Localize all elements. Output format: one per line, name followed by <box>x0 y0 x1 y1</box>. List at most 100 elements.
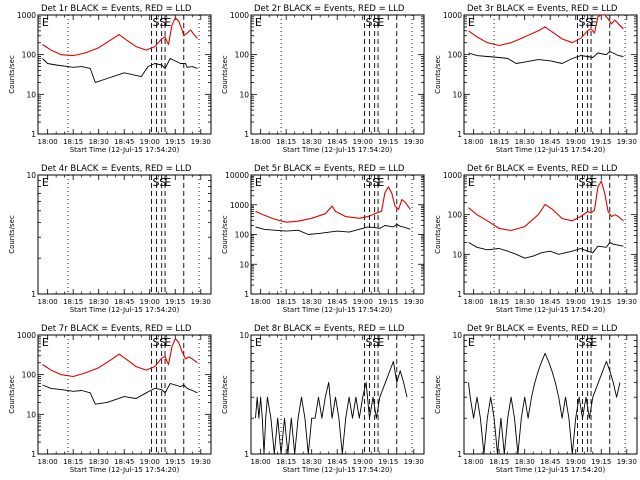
plot-frame <box>37 14 212 135</box>
y-axis-label: Counts/sec <box>221 375 229 414</box>
y-tick-label: 10 <box>239 90 249 99</box>
y-tick-label: 10 <box>239 331 249 340</box>
y-tick-label: 1 <box>244 130 249 139</box>
event-marker-label: S <box>159 336 166 349</box>
y-axis-label: Counts/sec <box>8 375 16 414</box>
x-tick-label: 18:15 <box>489 458 509 466</box>
y-tick-label: 1 <box>31 290 36 299</box>
y-tick-label: 10 <box>239 260 249 269</box>
x-tick-label: 18:30 <box>89 458 109 466</box>
event-marker-label: E <box>255 336 262 349</box>
y-tick-label: 1 <box>457 130 462 139</box>
event-marker-label: E <box>255 176 262 189</box>
event-marker-label: E <box>468 176 475 189</box>
y-tick-label: 1 <box>31 450 36 459</box>
event-marker-label: S <box>372 16 379 29</box>
event-marker-label: S <box>152 16 159 29</box>
x-tick-label: 19:00 <box>566 138 586 146</box>
chart-panel-2: Det 2r BLACK = Events, RED = LLD 1 10 100 10… <box>221 4 425 154</box>
events-rate-line <box>42 58 198 83</box>
y-tick-label: 10 <box>452 90 462 99</box>
x-tick-label: 18:15 <box>63 138 83 146</box>
event-marker-label: S <box>159 16 166 29</box>
event-marker-label: E <box>42 16 49 29</box>
chart-title: Det 1r BLACK = Events, RED = LLD <box>41 4 192 14</box>
x-tick-label: 18:15 <box>63 298 83 306</box>
x-tick-label: 19:00 <box>140 138 160 146</box>
events-rate-line <box>255 360 408 454</box>
y-axis-label: Counts/sec <box>221 215 229 254</box>
x-tick-label: 18:15 <box>63 458 83 466</box>
x-tick-label: 19:00 <box>353 298 373 306</box>
y-tick-label: 100 <box>22 51 37 60</box>
x-tick-label: 18:30 <box>515 138 535 146</box>
x-tick-label: 19:15 <box>165 458 185 466</box>
x-tick-label: 19:00 <box>566 298 586 306</box>
y-axis-label: Counts/sec <box>221 55 229 94</box>
events-rate-line <box>468 51 624 64</box>
y-tick-label: 10 <box>452 250 462 259</box>
x-tick-label: 18:45 <box>327 138 347 146</box>
event-marker-label: S <box>372 176 379 189</box>
event-marker-label: E <box>468 16 475 29</box>
plot-frame <box>250 174 425 295</box>
x-axis-label: Start Time (12-Jul-15 17:54:20) <box>70 466 180 474</box>
y-tick-label: 100 <box>235 51 250 60</box>
x-tick-label: 19:30 <box>191 458 211 466</box>
plot-frame <box>463 174 638 295</box>
event-marker-label: E <box>590 336 597 349</box>
plot-frame <box>37 334 212 455</box>
x-tick-label: 18:30 <box>515 298 535 306</box>
x-tick-label: 19:30 <box>617 458 637 466</box>
chart-panel-9: Det 9r BLACK = Events, RED = LLD 1 10 Count… <box>434 324 638 474</box>
y-axis-label: Counts/sec <box>8 215 16 254</box>
x-tick-label: 19:30 <box>617 298 637 306</box>
y-tick-label: 1000 <box>443 171 462 180</box>
event-marker-label: S <box>578 336 585 349</box>
chart-title: Det 5r BLACK = Events, RED = LLD <box>254 164 405 174</box>
y-tick-label: 1000 <box>230 11 249 20</box>
event-marker-label: S <box>585 176 592 189</box>
event-marker-label: S <box>578 16 585 29</box>
lld-rate-line <box>42 338 198 378</box>
x-tick-label: 19:30 <box>404 458 424 466</box>
x-tick-label: 18:45 <box>327 298 347 306</box>
x-axis-label: Start Time (12-Jul-15 17:54:20) <box>496 306 606 314</box>
events-rate-line <box>468 241 624 259</box>
y-tick-label: 10 <box>452 331 462 340</box>
y-axis-label: Counts/sec <box>434 55 442 94</box>
x-tick-label: 18:15 <box>276 138 296 146</box>
x-tick-label: 19:15 <box>591 138 611 146</box>
plot-frame <box>37 174 212 295</box>
lld-rate-line <box>468 180 624 232</box>
lld-rate-line <box>468 15 624 47</box>
x-tick-label: 18:00 <box>251 298 271 306</box>
event-marker-label: S <box>578 176 585 189</box>
event-marker-label: E <box>164 336 171 349</box>
y-tick-label: 10 <box>26 171 36 180</box>
x-tick-label: 19:15 <box>378 298 398 306</box>
x-tick-label: 19:00 <box>140 298 160 306</box>
event-marker-label: E <box>377 16 384 29</box>
chart-panel-3: Det 3r BLACK = Events, RED = LLD 1 10 100 10… <box>434 4 638 154</box>
x-axis-label: Start Time (12-Jul-15 17:54:20) <box>70 306 180 314</box>
y-tick-label: 10 <box>26 410 36 419</box>
y-axis-label: Counts/sec <box>8 55 16 94</box>
x-tick-label: 18:00 <box>464 298 484 306</box>
y-tick-label: 100 <box>22 371 37 380</box>
plot-frame <box>250 14 425 135</box>
y-tick-label: 1000 <box>17 11 36 20</box>
y-tick-label: 1000 <box>443 11 462 20</box>
chart-title: Det 6r BLACK = Events, RED = LLD <box>467 164 618 174</box>
x-tick-label: 19:15 <box>591 298 611 306</box>
y-tick-label: 1000 <box>17 331 36 340</box>
event-marker-label: S <box>159 176 166 189</box>
x-tick-label: 18:00 <box>38 458 58 466</box>
x-tick-label: 18:30 <box>515 458 535 466</box>
y-tick-label: 100 <box>448 211 463 220</box>
x-tick-label: 18:00 <box>38 298 58 306</box>
y-tick-label: 1 <box>244 290 249 299</box>
y-tick-label: 100 <box>235 231 250 240</box>
chart-title: Det 2r BLACK = Events, RED = LLD <box>254 4 405 14</box>
event-marker-label: E <box>42 176 49 189</box>
